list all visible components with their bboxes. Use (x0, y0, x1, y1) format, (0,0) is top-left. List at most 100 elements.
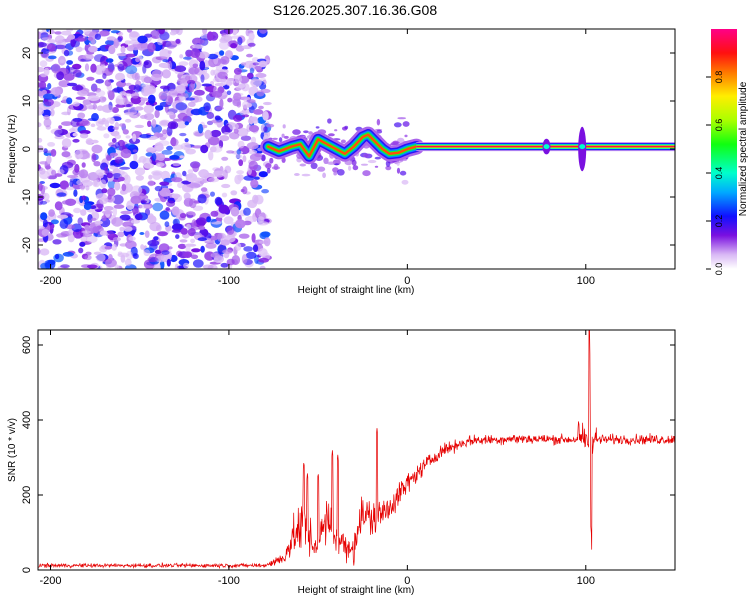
noise-blob (207, 136, 220, 146)
noise-blob (84, 254, 92, 261)
noise-blob (122, 129, 129, 135)
noise-blob (47, 142, 56, 147)
noise-blob (219, 50, 225, 56)
transition-blob (352, 165, 359, 171)
noise-blob (185, 97, 195, 101)
noise-blob (99, 179, 107, 189)
noise-blob (162, 59, 170, 63)
noise-blob (263, 101, 272, 106)
noise-blob (87, 95, 100, 101)
noise-blob (175, 38, 181, 44)
transition-blob (308, 131, 313, 135)
noise-blob (169, 155, 180, 160)
noise-blob (122, 57, 133, 67)
noise-blob (220, 56, 230, 65)
noise-blob (65, 186, 75, 191)
noise-blob (40, 212, 48, 221)
noise-blob (258, 257, 270, 263)
noise-blob (179, 212, 187, 219)
noise-blob (91, 113, 99, 122)
noise-blob (155, 255, 167, 263)
noise-blob (190, 48, 201, 59)
noise-blob (104, 246, 112, 250)
noise-blob (57, 169, 65, 175)
transition-blob (266, 167, 271, 174)
noise-blob (167, 121, 179, 130)
noise-blob (184, 138, 189, 143)
noise-blob (50, 149, 57, 157)
noise-blob (54, 253, 60, 260)
noise-blob (98, 96, 107, 103)
noise-blob (200, 245, 205, 253)
transition-blob (396, 167, 401, 174)
noise-blob (86, 76, 95, 81)
noise-blob (114, 142, 120, 149)
noise-blob (254, 65, 262, 70)
noise-blob (112, 126, 119, 130)
noise-blob (93, 161, 101, 167)
noise-blob (242, 186, 248, 195)
noise-blob (119, 91, 127, 96)
noise-blob (233, 114, 243, 122)
snr-y-label: SNR (10 * v/v) (7, 418, 18, 482)
noise-blob (258, 29, 268, 34)
transition-blob (269, 157, 274, 164)
transition-blob (348, 165, 352, 171)
noise-blob (145, 152, 154, 157)
transition-blob (374, 165, 379, 168)
x-tick-label: -100 (218, 275, 240, 287)
noise-blob (111, 107, 119, 113)
noise-blob (197, 51, 210, 59)
noise-blob (226, 150, 235, 154)
noise-blob (107, 125, 115, 132)
noise-blob (41, 229, 50, 237)
transition-blob (334, 129, 338, 132)
noise-blob (192, 162, 200, 173)
noise-blob (230, 190, 238, 196)
noise-blob (125, 143, 136, 149)
noise-blob (208, 150, 214, 161)
noise-blob (192, 44, 204, 49)
noise-blob (251, 233, 256, 243)
noise-blob (125, 65, 138, 75)
noise-blob (166, 200, 176, 207)
noise-blob (85, 138, 94, 145)
noise-blob (66, 60, 73, 65)
noise-blob (148, 174, 153, 180)
noise-blob (183, 142, 191, 152)
noise-blob (127, 106, 138, 115)
noise-blob (96, 253, 106, 262)
noise-blob (133, 253, 139, 260)
noise-blob (185, 172, 198, 183)
colorbar-tick-label: 0.8 (714, 71, 724, 84)
noise-blob (200, 144, 209, 154)
noise-blob (223, 79, 235, 85)
noise-blob (88, 219, 93, 224)
noise-blob (231, 29, 238, 36)
noise-blob (140, 244, 145, 250)
noise-blob (246, 142, 259, 150)
noise-blob (106, 172, 114, 179)
noise-blob (201, 83, 213, 87)
colorbar-tick-label: 0.4 (714, 167, 724, 180)
noise-blob (45, 165, 51, 170)
noise-blob (132, 133, 137, 142)
noise-blob (226, 226, 235, 235)
noise-blob (95, 169, 106, 176)
noise-blob (217, 232, 224, 242)
noise-blob (84, 224, 90, 231)
noise-blob (158, 243, 170, 253)
noise-blob (38, 145, 44, 150)
noise-blob (113, 87, 124, 93)
noise-blob (258, 171, 268, 178)
noise-blob (116, 53, 127, 57)
transition-blob (294, 173, 300, 176)
noise-blob (75, 96, 86, 100)
noise-blob (187, 227, 196, 237)
noise-blob (94, 220, 103, 225)
noise-blob (112, 237, 121, 242)
noise-blob (146, 147, 157, 152)
noise-blob (159, 95, 167, 101)
noise-blob (120, 45, 126, 54)
noise-blob (59, 219, 69, 230)
